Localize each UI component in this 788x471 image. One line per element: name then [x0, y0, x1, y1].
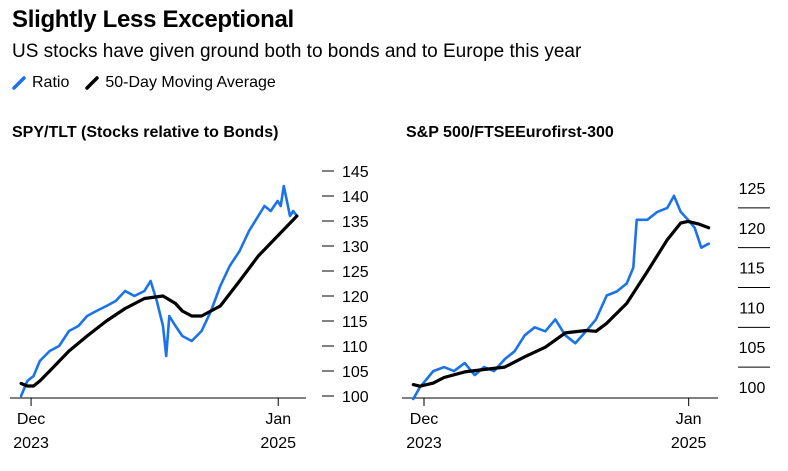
legend-label-ratio: Ratio — [32, 74, 70, 91]
y-tick-label-left-5: 125 — [342, 264, 369, 281]
y-tick-label-left-3: 115 — [342, 314, 368, 331]
y-tick-label-right-3: 115 — [739, 261, 765, 278]
legend-item-moving-average: 50-Day Moving Average — [85, 74, 276, 92]
y-tick-label-left-8: 140 — [342, 189, 369, 206]
y-tick-label-right-2: 110 — [739, 300, 765, 317]
legend-swatch-ratio — [12, 76, 26, 90]
y-tick-label-left-4: 120 — [342, 289, 369, 306]
y-tick-label-left-6: 130 — [342, 239, 369, 256]
y-tick-label-right-1: 105 — [739, 340, 766, 357]
legend-swatch-ratio-line — [12, 76, 26, 90]
y-tick-label-left-7: 135 — [342, 214, 369, 231]
y-tick-label-right-4: 120 — [739, 221, 766, 238]
y-tick-label-right-0: 100 — [739, 380, 766, 397]
series-line-right-moving-average — [411, 219, 711, 388]
x-tick-year-right-1: 2025 — [671, 435, 707, 452]
x-tick-label-left-0: Dec — [17, 411, 45, 428]
x-tick-label-right-1: Jan — [676, 411, 702, 428]
page-subtitle: US stocks have given ground both to bond… — [12, 41, 582, 62]
y-tick-label-right-5: 125 — [739, 181, 766, 198]
y-tick-label-left-1: 105 — [342, 364, 369, 381]
series-line-left-ratio — [19, 184, 299, 398]
legend-swatch-moving-average-line — [85, 76, 100, 90]
series-line-left-moving-average — [19, 214, 299, 388]
x-tick-year-right-0: 2023 — [406, 435, 442, 452]
legend-item-ratio: Ratio — [12, 74, 69, 92]
legend-swatch-moving-average — [85, 76, 100, 90]
page-title: Slightly Less Exceptional — [12, 6, 294, 33]
legend-label-moving-average: 50-Day Moving Average — [105, 74, 276, 91]
y-tick-label-left-2: 110 — [342, 339, 368, 356]
series-line-right-ratio — [411, 194, 711, 401]
x-tick-label-right-0: Dec — [410, 411, 438, 428]
legend: Ratio 50-Day Moving Average — [12, 72, 292, 94]
x-tick-label-left-1: Jan — [265, 411, 291, 428]
y-tick-label-left-0: 100 — [342, 389, 369, 406]
x-tick-year-left-1: 2025 — [260, 435, 296, 452]
chart-left-title: SPY/TLT (Stocks relative to Bonds) — [12, 124, 279, 141]
x-tick-year-left-0: 2023 — [13, 435, 49, 452]
chart-right-title: S&P 500/FTSEEurofirst-300 — [406, 124, 614, 141]
y-tick-label-left-9: 145 — [342, 164, 369, 181]
